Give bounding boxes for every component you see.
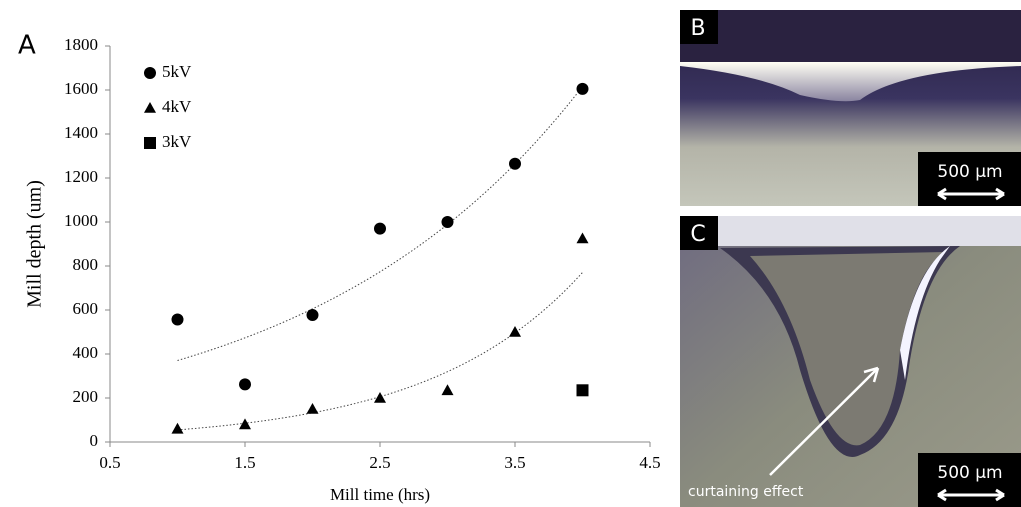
scale-bar-label: 500 µm	[937, 463, 1002, 483]
marker	[239, 418, 251, 430]
legend-label: 5kV	[162, 62, 192, 81]
trench-wall	[750, 252, 945, 446]
x-tick-label: 2.5	[369, 453, 390, 472]
y-axis-label: Mill depth (um)	[24, 180, 46, 308]
legend-label: 4kV	[162, 97, 192, 116]
marker	[171, 313, 184, 326]
marker	[306, 309, 319, 322]
label-box	[680, 10, 718, 44]
scale-bar	[937, 187, 1005, 201]
scale-box	[918, 453, 1021, 507]
marker	[576, 232, 589, 244]
marker	[509, 326, 521, 337]
marker	[576, 384, 589, 397]
marker	[144, 67, 156, 79]
marker	[144, 137, 156, 149]
panel-label: A	[18, 31, 36, 61]
y-tick-label: 200	[73, 387, 99, 406]
scale-bar-label: 500 µm	[937, 162, 1002, 182]
trendline	[177, 272, 583, 431]
scale-bar	[937, 488, 1005, 502]
y-tick-label: 1000	[64, 211, 98, 230]
legend-label: 3kV	[162, 132, 192, 151]
x-axis-label: Mill time (hrs)	[330, 485, 430, 504]
marker	[144, 102, 156, 113]
panel-label: B	[690, 16, 705, 41]
background	[680, 10, 1021, 62]
x-tick-label: 4.5	[639, 453, 660, 472]
y-tick-label: 1400	[64, 123, 98, 142]
background	[680, 216, 1021, 246]
marker	[576, 82, 589, 95]
scale-box	[918, 152, 1021, 206]
y-tick-label: 400	[73, 343, 99, 362]
marker	[509, 157, 521, 170]
image-b: B 500 µm	[680, 10, 1021, 206]
marker	[374, 222, 386, 235]
image-c: C curtaining effect 500 µm	[680, 216, 1021, 507]
trendline	[177, 86, 583, 361]
y-tick-label: 0	[90, 431, 99, 450]
curtain-highlight	[900, 246, 950, 380]
y-tick-label: 1600	[64, 79, 98, 98]
annotation-arrow	[769, 366, 880, 476]
y-tick-label: 800	[73, 255, 99, 274]
panel-label: C	[690, 222, 705, 247]
x-tick-label: 3.5	[504, 453, 525, 472]
label-box	[680, 216, 718, 250]
y-tick-label: 1800	[64, 35, 98, 54]
marker	[441, 216, 454, 228]
marker	[441, 384, 454, 396]
marker	[171, 422, 184, 434]
x-tick-label: 1.5	[234, 453, 255, 472]
marker	[239, 378, 251, 391]
marker	[374, 392, 386, 403]
mill-trench	[680, 62, 1021, 102]
y-tick-label: 1200	[64, 167, 98, 186]
y-tick-label: 600	[73, 299, 99, 318]
x-tick-label: 0.5	[99, 453, 120, 472]
marker	[306, 403, 319, 414]
annotation: curtaining effect	[688, 484, 804, 500]
